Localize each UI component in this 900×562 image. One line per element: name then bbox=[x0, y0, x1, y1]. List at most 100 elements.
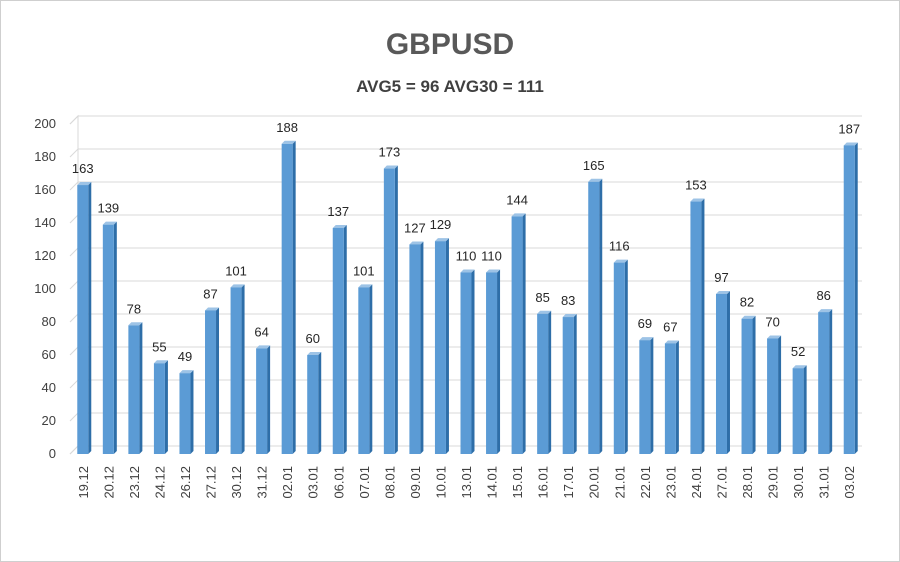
bar bbox=[332, 224, 347, 454]
bar-front bbox=[307, 355, 319, 454]
gridline bbox=[69, 181, 862, 191]
y-tick-label: 100 bbox=[34, 281, 56, 296]
bar-top bbox=[690, 198, 705, 202]
data-label: 101 bbox=[353, 263, 375, 278]
bar-front bbox=[741, 318, 753, 454]
bar-side bbox=[471, 269, 475, 454]
bar bbox=[307, 352, 322, 454]
x-tick-label: 14.01 bbox=[485, 466, 500, 499]
data-label: 87 bbox=[203, 286, 217, 301]
bar-top bbox=[332, 224, 347, 228]
x-tick-label: 16.01 bbox=[536, 466, 551, 499]
bar-side bbox=[548, 310, 552, 454]
bar bbox=[715, 290, 730, 454]
bar-side bbox=[241, 284, 245, 454]
data-label: 173 bbox=[379, 145, 401, 160]
bar-side bbox=[292, 140, 296, 455]
bar-front bbox=[153, 363, 165, 454]
bar-front bbox=[332, 227, 344, 454]
bar-side bbox=[216, 307, 220, 454]
bar-front bbox=[230, 287, 242, 454]
bar-side bbox=[752, 315, 756, 454]
bar-side bbox=[88, 182, 92, 455]
bar-side bbox=[803, 365, 807, 454]
bar-side bbox=[701, 198, 705, 454]
x-tick-label: 30.12 bbox=[229, 466, 244, 499]
x-tick-label: 31.12 bbox=[255, 466, 270, 499]
bar-top bbox=[77, 182, 92, 186]
bar-top bbox=[230, 284, 245, 288]
bar-top bbox=[613, 259, 628, 263]
data-label: 137 bbox=[327, 204, 349, 219]
y-tick-label: 120 bbox=[34, 248, 56, 263]
bar-front bbox=[281, 143, 293, 455]
bars bbox=[77, 140, 858, 455]
bar-side bbox=[573, 314, 577, 454]
data-label: 163 bbox=[72, 161, 94, 176]
bar-front bbox=[588, 181, 600, 454]
bar-front bbox=[613, 262, 625, 454]
bar-top bbox=[537, 310, 552, 314]
data-label: 60 bbox=[305, 331, 319, 346]
x-tick-label: 07.01 bbox=[357, 466, 372, 499]
bar-top bbox=[281, 140, 296, 144]
bar-front bbox=[664, 343, 676, 454]
bar bbox=[486, 269, 501, 454]
x-tick-label: 26.12 bbox=[178, 466, 193, 499]
x-tick-label: 02.01 bbox=[280, 466, 295, 499]
bar-front bbox=[843, 145, 855, 454]
data-label: 82 bbox=[740, 295, 754, 310]
bar-top bbox=[205, 307, 220, 311]
bar-front bbox=[818, 312, 830, 454]
y-tick-label: 80 bbox=[42, 314, 56, 329]
data-label: 86 bbox=[816, 288, 830, 303]
data-label: 97 bbox=[714, 270, 728, 285]
data-label: 165 bbox=[583, 158, 605, 173]
bar-top bbox=[511, 213, 526, 217]
x-tick-label: 22.01 bbox=[638, 466, 653, 499]
bar-side bbox=[854, 142, 858, 454]
bar bbox=[843, 142, 858, 454]
x-tick-label: 19.12 bbox=[76, 466, 91, 499]
bar bbox=[153, 360, 168, 454]
bar-top bbox=[664, 340, 679, 344]
bar-top bbox=[588, 178, 603, 182]
bar-front bbox=[767, 338, 779, 454]
y-tick-label: 180 bbox=[34, 149, 56, 164]
bar bbox=[205, 307, 220, 454]
bar-side bbox=[726, 290, 730, 454]
bar-front bbox=[179, 373, 191, 454]
bar-front bbox=[792, 368, 804, 454]
bar-side bbox=[343, 224, 347, 454]
bar-top bbox=[460, 269, 475, 273]
bar-side bbox=[420, 241, 424, 454]
chart-subtitle: AVG5 = 96 AVG30 = 111 bbox=[356, 77, 544, 96]
data-label: 52 bbox=[791, 344, 805, 359]
x-tick-label: 21.01 bbox=[612, 466, 627, 499]
x-axis: 19.12 20.12 23.12 24.12 26.12 27.12 30.12 31.12… bbox=[76, 466, 857, 499]
x-tick-label: 24.01 bbox=[689, 466, 704, 499]
data-label: 101 bbox=[225, 263, 247, 278]
data-label: 110 bbox=[481, 249, 502, 264]
x-tick-label: 08.01 bbox=[382, 466, 397, 499]
bar-front bbox=[639, 340, 651, 454]
x-tick-label: 09.01 bbox=[408, 466, 423, 499]
gridline bbox=[69, 148, 862, 158]
bar-front bbox=[562, 317, 574, 454]
bar bbox=[179, 370, 194, 454]
bar-top bbox=[818, 309, 833, 313]
bar bbox=[358, 284, 373, 454]
y-tick-label: 0 bbox=[49, 446, 56, 461]
data-label: 49 bbox=[178, 349, 192, 364]
bar-side bbox=[113, 221, 117, 454]
x-tick-label: 13.01 bbox=[459, 466, 474, 499]
bar-top bbox=[153, 360, 168, 364]
x-tick-label: 29.01 bbox=[766, 466, 781, 499]
bar-front bbox=[434, 241, 446, 454]
x-tick-label: 23.01 bbox=[663, 466, 678, 499]
x-tick-label: 15.01 bbox=[510, 466, 525, 499]
bar bbox=[409, 241, 424, 454]
x-tick-label: 10.01 bbox=[433, 466, 448, 499]
data-label: 153 bbox=[685, 178, 707, 193]
bar bbox=[230, 284, 245, 454]
